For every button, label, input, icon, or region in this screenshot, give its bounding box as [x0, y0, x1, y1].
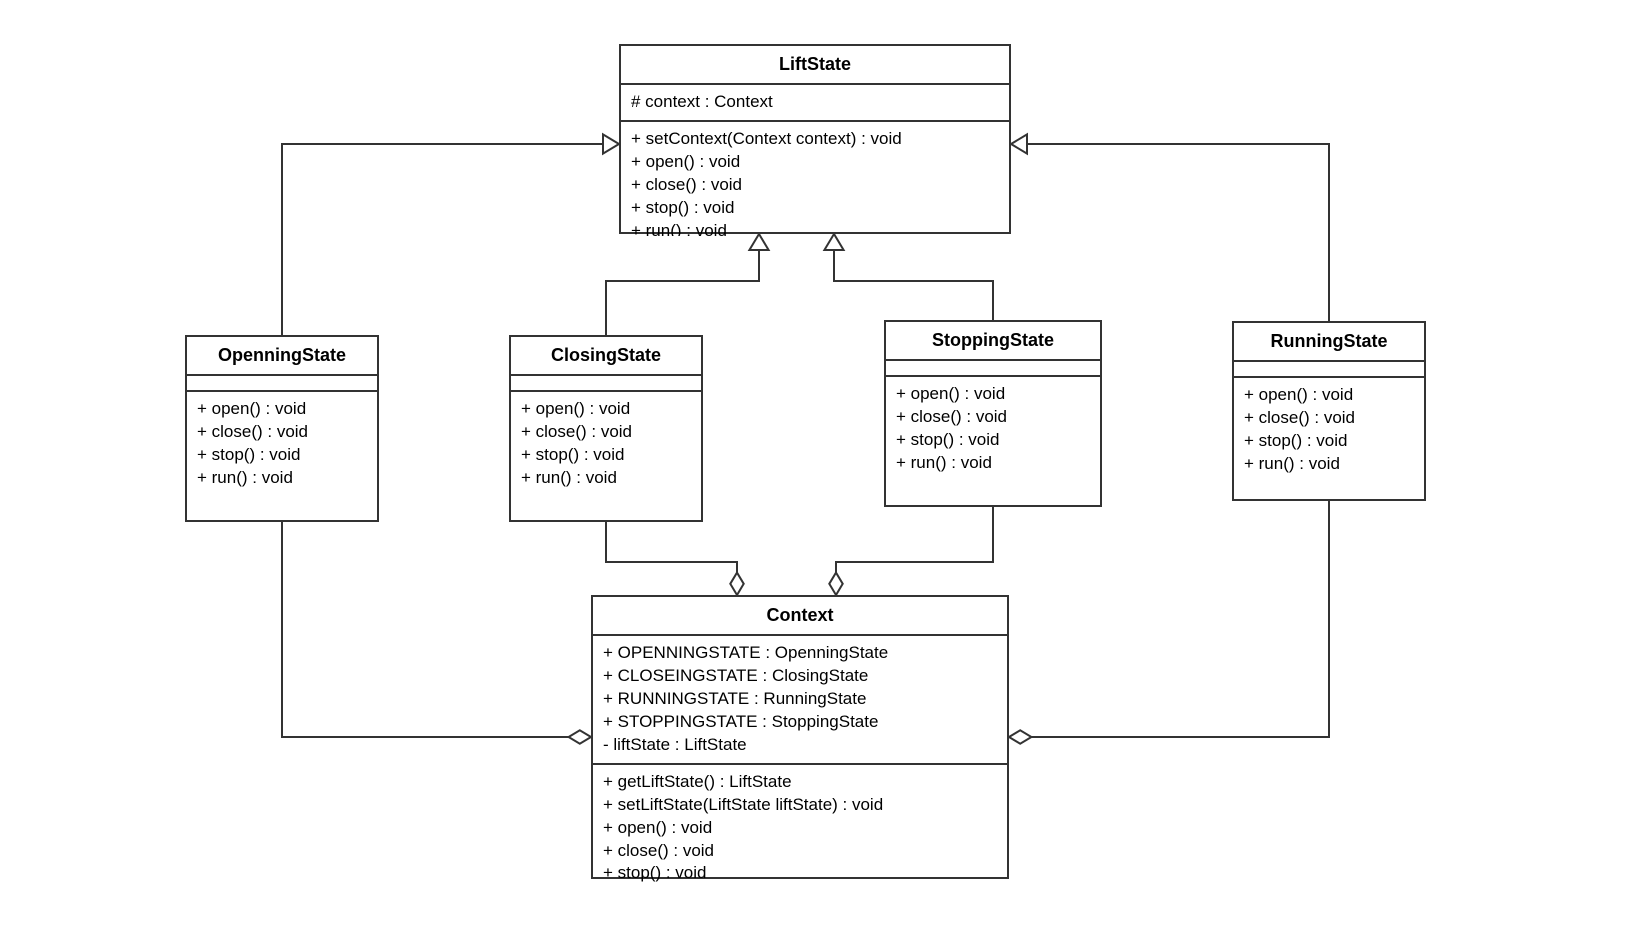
attribute-line: + OPENNINGSTATE : OpenningState: [603, 642, 997, 665]
class-title: ClosingState: [511, 337, 701, 376]
class-title: StoppingState: [886, 322, 1100, 361]
class-operations: + open() : void+ close() : void+ stop() …: [1234, 378, 1424, 482]
class-operations: + setContext(Context context) : void+ op…: [621, 122, 1009, 236]
attribute-line: - liftState : LiftState: [603, 734, 997, 757]
operation-line: + setContext(Context context) : void: [631, 128, 999, 151]
class-attributes: [1234, 362, 1424, 378]
operation-line: + close() : void: [631, 174, 999, 197]
class-stoppingstate: StoppingState + open() : void+ close() :…: [884, 320, 1102, 507]
operation-line: + close() : void: [197, 421, 367, 444]
operation-line: + stop() : void: [896, 429, 1090, 452]
operation-line: + open() : void: [631, 151, 999, 174]
operation-line: + run() : void: [603, 885, 997, 888]
attribute-line: + STOPPINGSTATE : StoppingState: [603, 711, 997, 734]
operation-line: + stop() : void: [603, 862, 997, 885]
operation-line: + open() : void: [1244, 384, 1414, 407]
operation-line: + close() : void: [603, 840, 997, 863]
class-title: OpenningState: [187, 337, 377, 376]
class-attributes: + OPENNINGSTATE : OpenningState+ CLOSEIN…: [593, 636, 1007, 765]
class-attributes: [511, 376, 701, 392]
class-attributes: [187, 376, 377, 392]
operation-line: + close() : void: [896, 406, 1090, 429]
operation-line: + run() : void: [896, 452, 1090, 475]
class-operations: + open() : void+ close() : void+ stop() …: [511, 392, 701, 496]
operation-line: + stop() : void: [521, 444, 691, 467]
operation-line: + close() : void: [521, 421, 691, 444]
class-openningstate: OpenningState + open() : void+ close() :…: [185, 335, 379, 522]
class-title: RunningState: [1234, 323, 1424, 362]
attribute-line: + CLOSEINGSTATE : ClosingState: [603, 665, 997, 688]
operation-line: + stop() : void: [1244, 430, 1414, 453]
class-attributes: [886, 361, 1100, 377]
operation-line: + open() : void: [603, 817, 997, 840]
operation-line: + setLiftState(LiftState liftState) : vo…: [603, 794, 997, 817]
operation-line: + open() : void: [521, 398, 691, 421]
class-closingstate: ClosingState + open() : void+ close() : …: [509, 335, 703, 522]
diagram-canvas: LiftState # context : Context + setConte…: [0, 0, 1629, 937]
operation-line: + run() : void: [631, 220, 999, 236]
operation-line: + open() : void: [197, 398, 367, 421]
operation-line: + run() : void: [1244, 453, 1414, 476]
class-title: LiftState: [621, 46, 1009, 85]
operation-line: + getLiftState() : LiftState: [603, 771, 997, 794]
class-operations: + open() : void+ close() : void+ stop() …: [886, 377, 1100, 481]
class-context: Context + OPENNINGSTATE : OpenningState+…: [591, 595, 1009, 879]
class-operations: + getLiftState() : LiftState+ setLiftSta…: [593, 765, 1007, 889]
class-attributes: # context : Context: [621, 85, 1009, 122]
attribute-line: + RUNNINGSTATE : RunningState: [603, 688, 997, 711]
operation-line: + stop() : void: [631, 197, 999, 220]
class-title: Context: [593, 597, 1007, 636]
class-liftstate: LiftState # context : Context + setConte…: [619, 44, 1011, 234]
operation-line: + stop() : void: [197, 444, 367, 467]
class-operations: + open() : void+ close() : void+ stop() …: [187, 392, 377, 496]
operation-line: + run() : void: [521, 467, 691, 490]
class-runningstate: RunningState + open() : void+ close() : …: [1232, 321, 1426, 501]
attribute-line: # context : Context: [631, 91, 999, 114]
operation-line: + close() : void: [1244, 407, 1414, 430]
operation-line: + run() : void: [197, 467, 367, 490]
operation-line: + open() : void: [896, 383, 1090, 406]
